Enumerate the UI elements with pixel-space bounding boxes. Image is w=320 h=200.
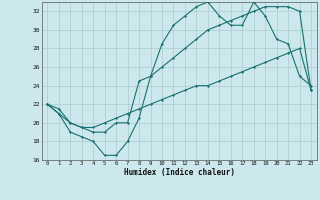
X-axis label: Humidex (Indice chaleur): Humidex (Indice chaleur) [124,168,235,177]
